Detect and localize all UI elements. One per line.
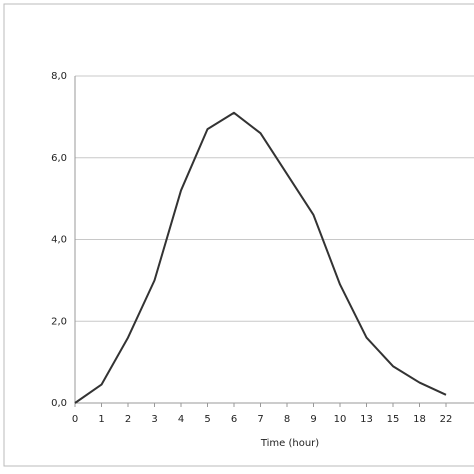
x-tick-label: 15	[387, 414, 400, 425]
frame	[3, 3, 474, 467]
line-series	[74, 111, 447, 404]
x-tick-label: 6	[231, 414, 237, 425]
y-tick-label: 6,0	[51, 153, 67, 164]
y-tick-label: 8,0	[51, 71, 67, 82]
x-tick-label: 0	[72, 414, 78, 425]
x-tick-label: 8	[284, 414, 290, 425]
y-tick-label: 4,0	[51, 235, 67, 246]
x-tick-label: 9	[310, 414, 316, 425]
x-tick-label: 5	[204, 414, 210, 425]
x-tick-label: 4	[178, 414, 184, 425]
x-tick-label: 13	[360, 414, 373, 425]
x-axis-title: Time (hour)	[260, 438, 319, 449]
x-tick-label: 22	[440, 414, 453, 425]
x-tick-label: 7	[257, 414, 263, 425]
x-tick-label: 18	[413, 414, 426, 425]
y-tick-label: 2,0	[51, 316, 67, 327]
x-tick-label: 1	[98, 414, 104, 425]
x-tick-label: 3	[151, 414, 157, 425]
x-tick-label: 2	[125, 414, 131, 425]
x-tick-label: 10	[334, 414, 347, 425]
y-tick-label: 0,0	[51, 398, 67, 409]
